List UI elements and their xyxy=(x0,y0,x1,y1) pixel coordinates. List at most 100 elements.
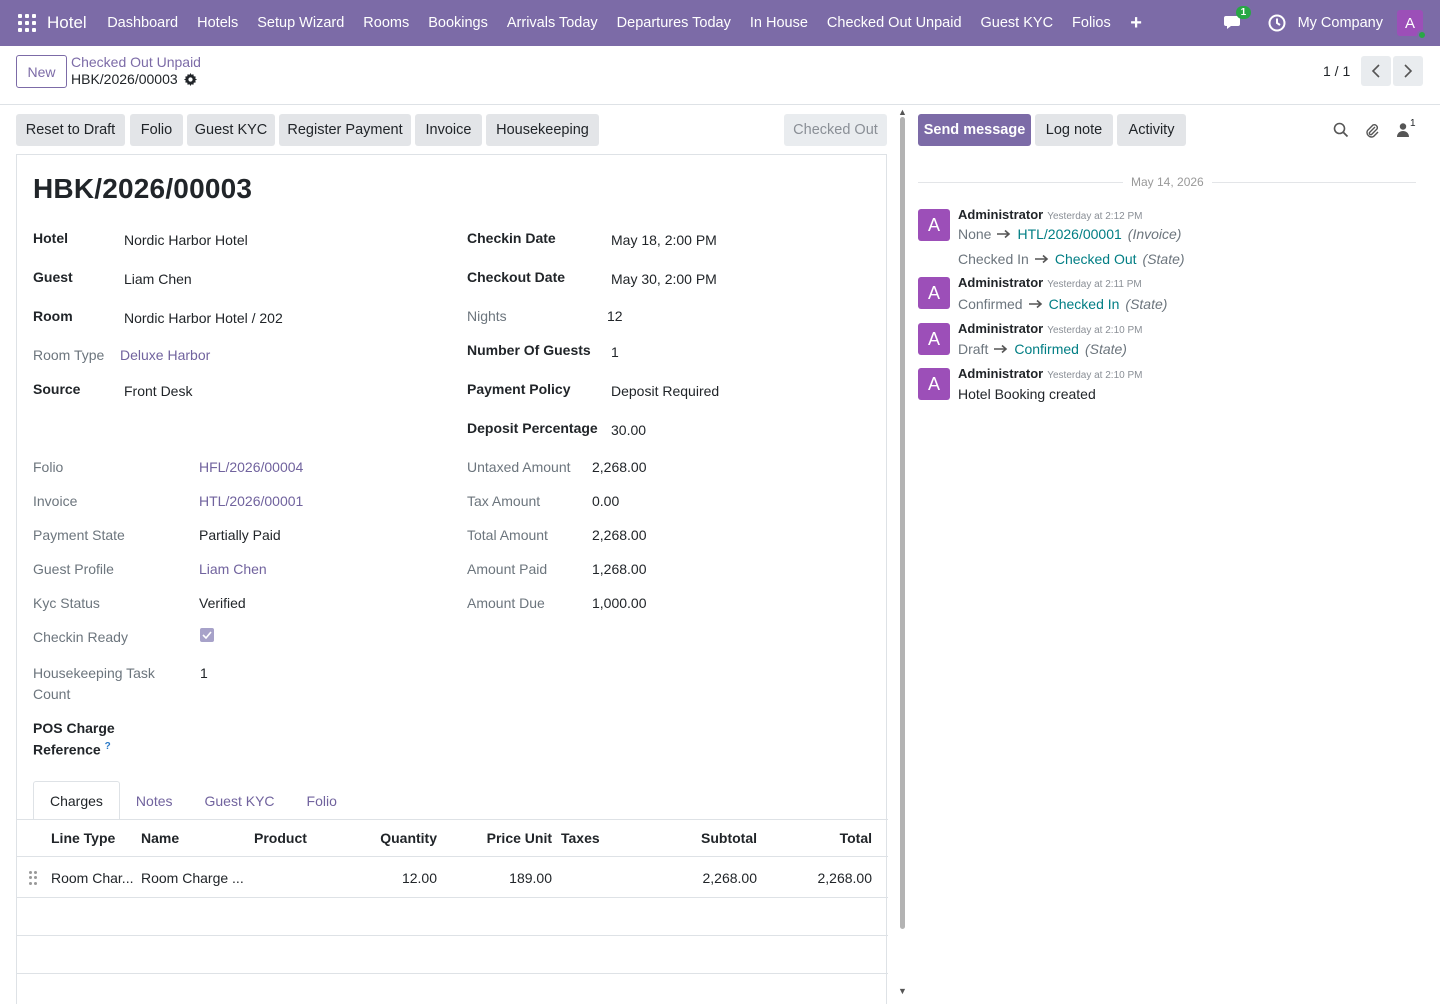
activity-button[interactable]: Activity xyxy=(1117,114,1186,146)
menu-hotels[interactable]: Hotels xyxy=(197,15,239,31)
state-checked-out[interactable]: Checked Out xyxy=(784,114,887,146)
amount-due-label: Amount Due xyxy=(467,595,545,611)
room-type-link[interactable]: Deluxe Harbor xyxy=(120,347,211,363)
author-avatar[interactable]: A xyxy=(918,277,950,309)
guest-profile-link[interactable]: Liam Chen xyxy=(199,561,267,577)
col-name[interactable]: Name xyxy=(141,830,180,846)
search-icon[interactable] xyxy=(1333,122,1349,138)
help-icon[interactable]: ? xyxy=(104,741,111,752)
col-taxes[interactable]: Taxes xyxy=(561,830,600,846)
col-subtotal[interactable]: Subtotal xyxy=(701,830,757,846)
payment-policy-field[interactable]: Deposit Required xyxy=(611,383,720,399)
amount-due-value: 1,000.00 xyxy=(592,595,647,611)
chat-icon[interactable]: 1 xyxy=(1223,6,1252,32)
cell-price-unit[interactable]: 189.00 xyxy=(509,870,552,886)
app-brand[interactable]: Hotel xyxy=(47,13,87,32)
cell-quantity[interactable]: 12.00 xyxy=(401,870,437,886)
menu-in-house[interactable]: In House xyxy=(749,15,808,31)
deposit-percentage-field[interactable]: 30.00 xyxy=(611,422,647,438)
message-author-name[interactable]: Administrator xyxy=(958,321,1044,336)
invoice-button[interactable]: Invoice xyxy=(415,114,482,146)
scroll-up-icon[interactable]: ▲ xyxy=(898,107,907,117)
form-scrollbar[interactable]: ▲ ▼ xyxy=(898,105,908,1000)
message-author: Administrator Yesterday at 2:10 PM xyxy=(958,321,1142,336)
housekeeping-button[interactable]: Housekeeping xyxy=(486,114,599,146)
chevron-right-icon xyxy=(1404,64,1413,78)
folio-link[interactable]: HFL/2026/00004 xyxy=(199,459,304,475)
room-field[interactable]: Nordic Harbor Hotel / 202 xyxy=(124,310,283,326)
folio-button[interactable]: Folio xyxy=(130,114,183,146)
company-switcher[interactable]: My Company xyxy=(1297,15,1383,31)
charges-table-header: Line Type Name Product Quantity Price Un… xyxy=(17,819,888,857)
message-author-name[interactable]: Administrator xyxy=(958,275,1044,290)
menu-dashboard[interactable]: Dashboard xyxy=(107,15,179,31)
apps-menu-icon[interactable] xyxy=(18,14,36,32)
pager-previous-button[interactable] xyxy=(1361,56,1391,86)
col-quantity[interactable]: Quantity xyxy=(380,830,437,846)
register-payment-button[interactable]: Register Payment xyxy=(279,114,411,146)
status-bar: Reset to Draft Folio Guest KYC Register … xyxy=(16,114,887,146)
arrow-right-icon xyxy=(1028,299,1042,309)
pager-next-button[interactable] xyxy=(1393,56,1423,86)
menu-rooms[interactable]: Rooms xyxy=(363,15,410,31)
tracking-new-value: Checked Out xyxy=(1054,251,1137,267)
author-avatar[interactable]: A xyxy=(918,368,950,400)
guest-field[interactable]: Liam Chen xyxy=(124,271,192,287)
pos-charge-reference-label-line2: Reference ? xyxy=(33,741,111,758)
clock-icon[interactable] xyxy=(1268,14,1286,32)
col-line-type[interactable]: Line Type xyxy=(51,830,116,846)
log-note-button[interactable]: Log note xyxy=(1035,114,1113,146)
tab-charges[interactable]: Charges xyxy=(33,781,120,820)
col-product[interactable]: Product xyxy=(254,830,307,846)
pos-charge-reference-label: POS Charge xyxy=(33,720,115,736)
cell-name[interactable]: Room Charge ... xyxy=(141,870,244,886)
tracking-new-value: Checked In xyxy=(1048,296,1120,312)
tab-folio[interactable]: Folio xyxy=(306,792,337,809)
scrollbar-thumb[interactable] xyxy=(900,117,905,929)
tab-notes[interactable]: Notes xyxy=(135,792,173,809)
breadcrumb[interactable]: Checked Out Unpaid xyxy=(71,54,201,70)
message-author-name[interactable]: Administrator xyxy=(958,207,1044,222)
user-avatar[interactable]: A xyxy=(1397,10,1427,40)
checkout-date-field[interactable]: May 30, 2:00 PM xyxy=(611,271,717,287)
followers-icon[interactable] xyxy=(1395,122,1411,138)
chatter-panel: Send message Log note Activity 1 May 14,… xyxy=(908,105,1440,1000)
menu-departures-today[interactable]: Departures Today xyxy=(616,15,731,31)
menu-arrivals-today[interactable]: Arrivals Today xyxy=(506,15,598,31)
message-author-name[interactable]: Administrator xyxy=(958,366,1044,381)
checkin-date-field[interactable]: May 18, 2:00 PM xyxy=(611,232,717,248)
col-price-unit[interactable]: Price Unit xyxy=(486,830,552,846)
table-row[interactable]: Room Char... Room Charge ... 12.00 189.0… xyxy=(17,858,888,898)
invoice-link[interactable]: HTL/2026/00001 xyxy=(199,493,304,509)
menu-bookings[interactable]: Bookings xyxy=(428,15,488,31)
guest-kyc-button[interactable]: Guest KYC xyxy=(187,114,275,146)
menu-setup-wizard[interactable]: Setup Wizard xyxy=(257,15,345,31)
hotel-field[interactable]: Nordic Harbor Hotel xyxy=(124,232,248,248)
tracking-field-name: (State) xyxy=(1125,296,1168,312)
tracking-new-value[interactable]: HTL/2026/00001 xyxy=(1017,226,1122,242)
number-of-guests-label: Number Of Guests xyxy=(467,342,591,358)
tracking-line: None HTL/2026/00001 (Invoice) xyxy=(958,226,1181,242)
plus-icon[interactable]: + xyxy=(1130,11,1142,34)
paperclip-icon[interactable] xyxy=(1364,122,1380,138)
menu-guest-kyc[interactable]: Guest KYC xyxy=(980,15,1054,31)
source-field[interactable]: Front Desk xyxy=(124,383,193,399)
menu-checked-out-unpaid[interactable]: Checked Out Unpaid xyxy=(826,15,962,31)
col-total[interactable]: Total xyxy=(839,830,872,846)
tabs-divider xyxy=(17,819,888,820)
scroll-down-icon[interactable]: ▼ xyxy=(898,986,907,996)
gear-icon[interactable] xyxy=(183,72,197,86)
reset-to-draft-button[interactable]: Reset to Draft xyxy=(16,114,125,146)
menu-folios[interactable]: Folios xyxy=(1072,15,1111,31)
new-button[interactable]: New xyxy=(16,55,67,88)
cell-line-type[interactable]: Room Char... xyxy=(51,870,134,886)
drag-handle-icon[interactable] xyxy=(29,871,37,885)
guest-profile-label: Guest Profile xyxy=(33,561,114,577)
number-of-guests-field[interactable]: 1 xyxy=(611,344,619,360)
author-avatar[interactable]: A xyxy=(918,209,950,241)
author-avatar[interactable]: A xyxy=(918,323,950,355)
tab-guest-kyc[interactable]: Guest KYC xyxy=(204,792,275,809)
payment-state-value: Partially Paid xyxy=(199,527,281,543)
send-message-button[interactable]: Send message xyxy=(918,114,1031,146)
pos-charge-reference-label-text: Reference xyxy=(33,741,101,758)
